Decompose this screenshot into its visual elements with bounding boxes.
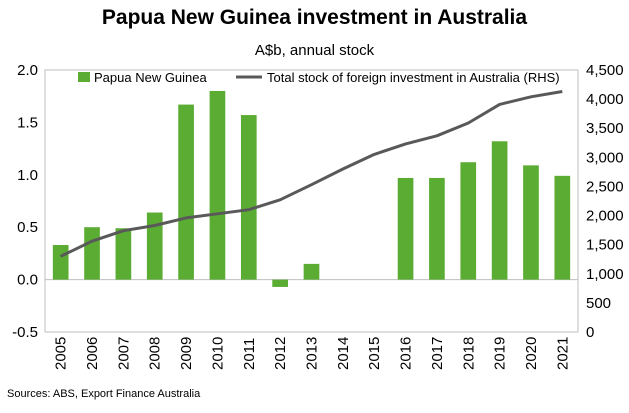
y-right-tick-label: 2,500 (586, 178, 624, 195)
x-tick-label: 2017 (429, 337, 446, 370)
bar-2008 (146, 212, 163, 280)
y-right-tick-label: 1,000 (586, 266, 624, 283)
bar-2020 (523, 165, 539, 280)
bar-2010 (209, 90, 226, 280)
x-tick-label: 2015 (366, 337, 383, 370)
x-tick-label: 2006 (84, 337, 101, 370)
x-tick-label: 2005 (53, 337, 70, 370)
x-tick-label: 2011 (241, 338, 258, 370)
total-investment-line (60, 90, 563, 258)
bar-2007 (115, 228, 132, 280)
chart-title: Papua New Guinea investment in Australia (101, 6, 528, 29)
y-right-tick-label: 1,500 (586, 237, 624, 254)
y-right-tick-label: 500 (586, 295, 611, 312)
legend: Papua New Guinea Total stock of foreign … (78, 70, 560, 85)
x-tick-label: 2009 (178, 337, 195, 370)
y-left-tick-label: 2.0 (17, 62, 38, 79)
x-tick-label: 2008 (147, 337, 164, 370)
y-right-tick-label: 2,000 (586, 208, 624, 225)
bar-2016 (397, 177, 414, 280)
chart-source: Sources: ABS, Export Finance Australia (7, 388, 201, 400)
bar-2006 (84, 227, 100, 280)
y-right-tick-label: 3,000 (586, 149, 624, 166)
legend-label-line: Total stock of foreign investment in Aus… (267, 70, 560, 85)
y-left-tick-label: -0.5 (12, 324, 38, 341)
x-tick-label: 2018 (460, 337, 477, 370)
x-tick-label: 2013 (304, 337, 321, 370)
y-right-tick-label: 0 (586, 324, 594, 341)
x-tick-label: 2019 (492, 337, 509, 370)
bar-2013 (303, 263, 320, 280)
y-left-tick-label: 1.0 (17, 167, 38, 184)
chart-subtitle: A$b, annual stock (254, 42, 375, 59)
x-tick-label: 2021 (554, 337, 571, 370)
y-right-tick-label: 4,500 (586, 62, 624, 79)
bar-2018 (460, 162, 477, 280)
bar-2005 (52, 245, 69, 280)
bar-2009 (178, 104, 194, 280)
bar-2017 (429, 177, 445, 280)
bar-2012 (272, 279, 288, 287)
x-tick-label: 2012 (272, 337, 289, 370)
y-left-tick-label: 0.0 (17, 272, 38, 289)
legend-swatch-bar (78, 72, 90, 82)
bar-2021 (554, 175, 571, 280)
y-left-tick-label: 1.5 (17, 114, 38, 131)
x-tick-label: 2014 (335, 337, 352, 370)
y-right-tick-label: 3,500 (586, 120, 624, 137)
x-tick-label: 2007 (115, 337, 132, 370)
x-tick-label: 2016 (398, 337, 415, 370)
x-tick-label: 2010 (209, 337, 226, 370)
x-tick-label: 2020 (523, 337, 540, 370)
bar-2011 (240, 115, 257, 280)
y-right-tick-label: 4,000 (586, 91, 624, 108)
legend-label-bar: Papua New Guinea (94, 70, 208, 85)
y-left-tick-label: 0.5 (17, 219, 38, 236)
bar-2019 (491, 141, 508, 280)
plot-frame (44, 69, 579, 333)
